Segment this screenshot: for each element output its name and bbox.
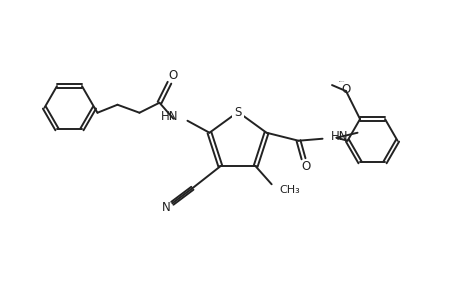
Text: N: N (162, 201, 170, 214)
Text: methoxy: methoxy (338, 80, 344, 82)
Text: HN: HN (330, 130, 347, 143)
Text: O: O (341, 82, 350, 96)
Text: CH₃: CH₃ (279, 185, 300, 195)
Text: HN: HN (161, 110, 178, 123)
Text: S: S (234, 106, 241, 118)
Text: O: O (168, 69, 178, 82)
Text: O: O (300, 160, 309, 173)
